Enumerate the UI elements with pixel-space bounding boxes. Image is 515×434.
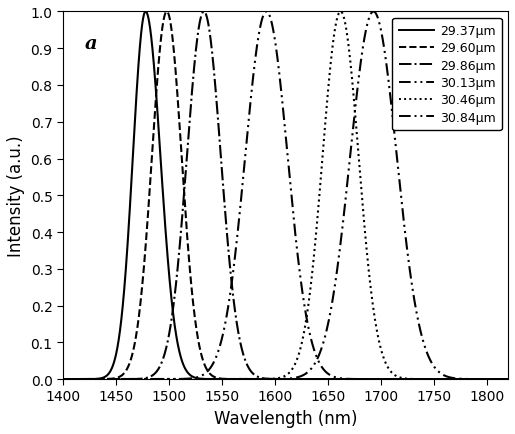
- 29.60μm: [342, 377, 349, 382]
- Line: 29.60μm: 29.60μm: [63, 13, 508, 379]
- 30.46μm: [82, 377, 89, 382]
- 30.84μm: [414, 311, 420, 316]
- 30.13μm: [82, 377, 89, 382]
- 30.13μm: [505, 377, 511, 382]
- 30.84μm: [505, 377, 511, 382]
- 29.37μm: [390, 377, 396, 382]
- 30.13μm: [323, 370, 330, 375]
- Line: 29.37μm: 29.37μm: [63, 13, 508, 379]
- 29.37μm: [60, 377, 66, 382]
- 29.86μm: [390, 377, 396, 382]
- 29.37μm: [82, 377, 89, 382]
- 29.37μm: [143, 10, 149, 15]
- 29.86μm: [201, 10, 207, 15]
- 30.46μm: [60, 377, 66, 382]
- 30.84μm: [370, 10, 376, 15]
- 29.60μm: [323, 377, 330, 382]
- 29.60μm: [60, 377, 66, 382]
- 29.60μm: [164, 10, 170, 15]
- 29.86μm: [60, 377, 66, 382]
- 29.60μm: [221, 376, 227, 381]
- 29.60μm: [82, 377, 89, 382]
- 29.86μm: [323, 377, 330, 382]
- 30.13μm: [221, 327, 227, 332]
- 30.46μm: [323, 109, 330, 114]
- 30.84μm: [82, 377, 89, 382]
- Line: 30.46μm: 30.46μm: [63, 13, 508, 379]
- 29.37μm: [221, 377, 227, 382]
- Legend: 29.37μm, 29.60μm, 29.86μm, 30.13μm, 30.46μm, 30.84μm: 29.37μm, 29.60μm, 29.86μm, 30.13μm, 30.4…: [392, 19, 502, 131]
- 29.60μm: [390, 377, 396, 382]
- 29.60μm: [505, 377, 511, 382]
- 29.86μm: [342, 377, 349, 382]
- 30.84μm: [342, 196, 349, 201]
- 30.84μm: [60, 377, 66, 382]
- 30.46μm: [221, 377, 227, 382]
- 29.86μm: [82, 377, 89, 382]
- 29.37μm: [414, 377, 420, 382]
- 30.84μm: [390, 118, 396, 123]
- 29.60μm: [414, 377, 420, 382]
- 30.13μm: [390, 377, 396, 382]
- 29.86μm: [221, 197, 227, 202]
- 30.84μm: [323, 329, 330, 334]
- 29.37μm: [342, 377, 349, 382]
- Line: 30.84μm: 30.84μm: [63, 13, 508, 379]
- 30.13μm: [414, 377, 420, 382]
- 30.84μm: [221, 377, 227, 382]
- Text: a: a: [85, 34, 98, 53]
- X-axis label: Wavelength (nm): Wavelength (nm): [214, 409, 357, 427]
- 30.46μm: [414, 377, 420, 382]
- 30.46μm: [342, 25, 349, 30]
- Y-axis label: Intensity (a.u.): Intensity (a.u.): [7, 135, 25, 256]
- 30.13μm: [60, 377, 66, 382]
- 30.46μm: [337, 10, 344, 15]
- 30.13μm: [263, 10, 269, 15]
- 30.46μm: [505, 377, 511, 382]
- 30.13μm: [342, 376, 349, 381]
- 29.37μm: [323, 377, 330, 382]
- Line: 29.86μm: 29.86μm: [63, 13, 508, 379]
- 29.37μm: [505, 377, 511, 382]
- 29.86μm: [414, 377, 420, 382]
- 30.46μm: [390, 371, 396, 376]
- Line: 30.13μm: 30.13μm: [63, 13, 508, 379]
- 29.86μm: [505, 377, 511, 382]
